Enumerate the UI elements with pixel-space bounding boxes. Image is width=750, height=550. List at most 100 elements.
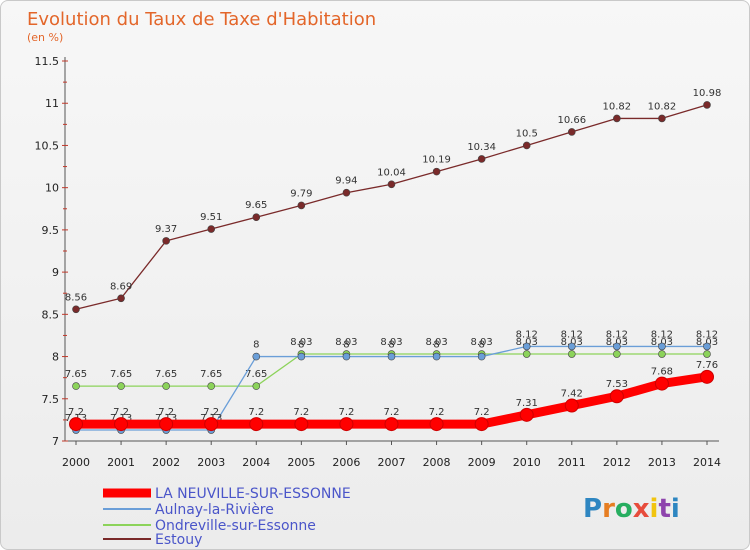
data-point [658, 114, 666, 123]
y-tick-label: 11 [45, 97, 59, 110]
data-label: 7.2 [203, 407, 219, 418]
data-label: 7.2 [158, 407, 174, 418]
data-point [72, 382, 80, 390]
data-point [432, 167, 441, 176]
data-point [522, 342, 531, 351]
data-label: 8.12 [561, 329, 583, 340]
data-point [658, 350, 666, 358]
data-label: 8 [478, 340, 484, 351]
y-tick-label: 11.5 [35, 55, 60, 68]
data-point [567, 128, 576, 136]
data-label: 7.53 [606, 379, 628, 390]
logo-text: Proxiti [583, 494, 680, 524]
x-tick-label: 2007 [378, 456, 406, 469]
data-label: 10.19 [422, 155, 451, 166]
x-tick-label: 2012 [603, 456, 631, 469]
data-point [252, 213, 261, 222]
data-point [159, 417, 174, 432]
data-label: 7.65 [65, 369, 87, 380]
data-label: 7.65 [155, 369, 177, 380]
data-label: 8.03 [335, 337, 357, 348]
y-tick-label: 8 [52, 351, 59, 364]
data-label: 10.82 [603, 101, 632, 112]
legend-item: Estouy [103, 532, 202, 548]
data-label: 7.2 [474, 407, 490, 418]
data-point [207, 225, 216, 233]
series-line [75, 104, 708, 310]
x-tick-label: 2014 [693, 456, 721, 469]
data-point [117, 294, 125, 303]
data-label: 8 [433, 340, 439, 351]
data-label: 9.37 [155, 224, 177, 235]
data-point [69, 417, 83, 432]
data-point [117, 382, 125, 390]
x-tick-label: 2006 [332, 456, 360, 469]
data-label: 8.12 [516, 329, 538, 340]
data-label: 8.03 [651, 337, 673, 348]
data-point [654, 376, 669, 391]
data-label: 9.79 [290, 188, 312, 199]
data-point [207, 382, 216, 390]
legend-label: LA NEUVILLE-SUR-ESSONNE [155, 486, 351, 502]
data-point [567, 342, 576, 351]
y-tick-label: 9.5 [42, 224, 60, 237]
x-tick-label: 2010 [513, 456, 541, 469]
data-point [613, 350, 621, 358]
data-point [477, 352, 486, 361]
proxiti-logo: Proxiti [583, 494, 680, 524]
data-point [294, 417, 309, 432]
data-label: 8.03 [380, 337, 402, 348]
data-point [162, 237, 170, 245]
chart-subtitle: (en %) [27, 31, 63, 44]
y-tick-label: 9 [52, 266, 59, 279]
x-tick-label: 2002 [152, 456, 180, 469]
y-tick-label: 8.5 [42, 308, 60, 321]
data-point [567, 350, 576, 358]
x-tick-label: 2001 [107, 456, 135, 469]
data-label: 10.5 [516, 128, 538, 139]
data-point [297, 201, 306, 210]
data-label: 10.34 [467, 142, 496, 153]
data-label: 8.03 [425, 337, 447, 348]
data-point [519, 407, 534, 422]
data-point [432, 352, 441, 361]
data-label: 8.69 [110, 281, 132, 292]
x-tick-label: 2013 [648, 456, 676, 469]
data-label: 7.2 [429, 407, 445, 418]
x-tick-label: 2005 [287, 456, 315, 469]
data-point [252, 382, 261, 390]
data-label: 8.03 [561, 337, 583, 348]
data-label: 8.03 [471, 337, 493, 348]
data-label: 7.65 [200, 369, 222, 380]
data-point [522, 350, 531, 358]
data-label: 8 [298, 340, 304, 351]
data-point [703, 101, 711, 109]
x-tick-label: 2008 [423, 456, 451, 469]
y-tick-label: 10 [45, 182, 59, 195]
data-point [609, 389, 624, 404]
data-label: 10.82 [648, 101, 677, 112]
chart-title: Evolution du Taux de Taxe d'Habitation [27, 9, 376, 30]
data-label: 7.68 [651, 367, 673, 378]
data-point [249, 417, 264, 432]
data-label: 10.98 [693, 88, 722, 99]
series-3: 8.56 8.69 9.37 9.51 9.65 9.79 9.94 10.04 10.19 10… [65, 88, 722, 314]
legend-item: LA NEUVILLE-SUR-ESSONNE [103, 486, 351, 502]
x-tick-label: 2003 [197, 456, 225, 469]
data-point [703, 342, 711, 351]
data-label: 8.03 [696, 337, 718, 348]
data-label: 7.42 [561, 389, 583, 400]
data-label: 7.2 [248, 407, 264, 418]
data-label: 10.66 [557, 115, 586, 126]
data-point [72, 305, 80, 314]
data-point [700, 369, 714, 384]
data-point [384, 417, 399, 432]
data-label: 8 [343, 340, 349, 351]
legend-item: Aulnay-la-Rivière [103, 502, 274, 518]
data-label: 8 [253, 340, 259, 351]
data-point [162, 382, 170, 390]
data-point [613, 342, 621, 351]
data-label: 8 [388, 340, 394, 351]
